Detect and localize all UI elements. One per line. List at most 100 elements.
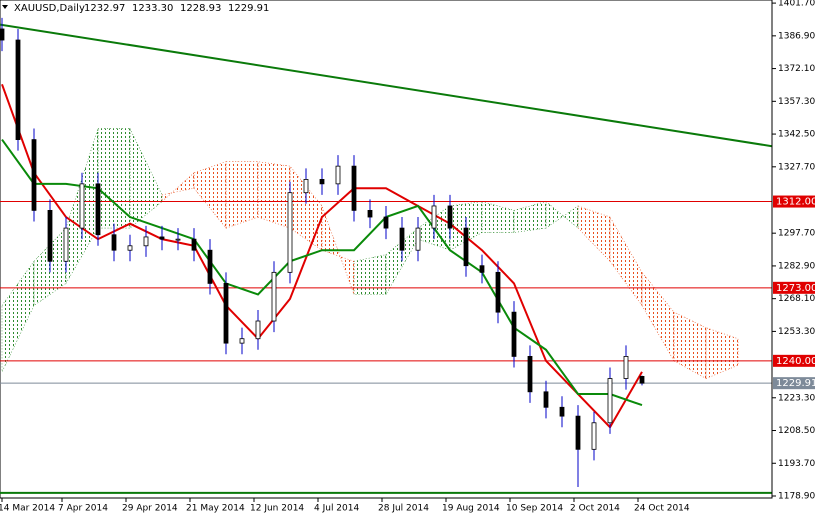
x-tick-label: 4 Jul 2014 <box>314 504 359 514</box>
x-tick-label: 12 Jun 2014 <box>250 504 304 514</box>
candle-body <box>639 375 645 384</box>
title-marker <box>2 5 8 9</box>
cloud-segment <box>289 165 323 251</box>
cloud-segment <box>1 260 35 373</box>
candle-body <box>495 271 501 313</box>
candle-body <box>175 238 181 241</box>
x-tick-label: 19 Aug 2014 <box>442 504 500 514</box>
header-value: 1232.97 <box>84 3 125 14</box>
candle-body <box>319 179 325 185</box>
x-tick-label: 28 Jul 2014 <box>378 504 429 514</box>
y-tick-label: 1401.70 <box>778 0 815 9</box>
candle-body <box>15 39 21 140</box>
candle-body <box>367 209 373 218</box>
level-label-box <box>773 281 815 294</box>
x-tick-label: 2 Oct 2014 <box>570 504 620 514</box>
candle-body <box>239 338 245 344</box>
candle-body <box>0 28 5 41</box>
candle-body <box>63 227 69 262</box>
candle-body <box>463 227 469 267</box>
level-label-box <box>773 354 815 367</box>
y-tick-label: 1268.10 <box>778 294 815 304</box>
candle-body <box>559 406 565 417</box>
candle-body <box>415 227 421 251</box>
candle-body <box>95 183 101 236</box>
candle-body <box>127 245 133 251</box>
candle-body <box>383 216 389 229</box>
candle-body <box>79 183 85 229</box>
x-tick-label: 7 Apr 2014 <box>58 504 108 514</box>
y-tick-label: 1193.70 <box>778 459 815 469</box>
candle-body <box>591 422 597 450</box>
candle-body <box>575 415 581 450</box>
level-label-box <box>773 377 815 390</box>
candle-body <box>479 265 485 273</box>
cloud-segment <box>129 128 163 229</box>
x-tick-label: 10 Sep 2014 <box>506 504 563 514</box>
candle-body <box>431 205 437 229</box>
y-tick-label: 1372.10 <box>778 64 815 74</box>
candle-body <box>207 249 213 284</box>
y-tick-label: 1253.30 <box>778 327 815 337</box>
y-tick-label: 1282.90 <box>778 261 815 271</box>
candle-body <box>607 378 613 424</box>
candle-body <box>47 209 53 262</box>
cloud-segment <box>513 201 547 233</box>
x-tick-label: 24 Oct 2014 <box>634 504 690 514</box>
candle-body <box>255 320 261 340</box>
y-tick-label: 1386.90 <box>778 31 815 41</box>
header-value: 1228.93 <box>180 3 221 14</box>
trendline <box>0 23 773 148</box>
cloud-segment <box>481 201 515 233</box>
cloud-segment <box>673 311 707 380</box>
cloud-segment <box>353 254 387 295</box>
candle-body <box>143 236 149 247</box>
cloud-segment <box>641 271 675 362</box>
header-value: 1233.30 <box>132 3 173 14</box>
header-value: 1229.91 <box>228 3 269 14</box>
candle-body <box>303 179 309 194</box>
cloud-segment <box>385 227 419 296</box>
y-tick-label: 1223.30 <box>778 393 815 403</box>
chart-title: XAUUSD,Daily <box>14 3 85 14</box>
y-tick-label: 1297.70 <box>778 229 815 239</box>
cloud-segment <box>609 215 643 307</box>
candle-body <box>351 165 357 211</box>
candle-body <box>191 238 197 251</box>
y-tick-label: 1342.50 <box>778 130 815 140</box>
candle-body <box>399 227 405 251</box>
cloud-segment <box>577 205 611 263</box>
level-label: 1240.00 <box>776 356 815 367</box>
level-label: 1229.91 <box>776 378 815 389</box>
candle-body <box>527 356 533 393</box>
level-label-box <box>773 195 815 208</box>
level-label: 1312.00 <box>776 197 815 208</box>
y-tick-label: 1208.50 <box>778 426 815 436</box>
candle-body <box>447 205 453 229</box>
cloud-segment <box>225 161 259 229</box>
indicator-line <box>1 83 643 429</box>
cloud-segment <box>161 172 195 203</box>
candle-body <box>111 234 117 251</box>
candle-body <box>159 236 165 240</box>
candle-body <box>511 311 517 357</box>
cloud-segment <box>193 161 227 229</box>
x-tick-label: 21 May 2014 <box>186 504 245 514</box>
candle-body <box>623 356 629 379</box>
candle-body <box>287 192 293 273</box>
candle-body <box>271 271 277 322</box>
y-tick-label: 1327.70 <box>778 162 815 172</box>
candle-body <box>223 283 229 344</box>
x-tick-label: 14 Mar 2014 <box>0 504 55 514</box>
y-tick-label: 1178.90 <box>778 492 815 502</box>
candle-body <box>543 391 549 408</box>
level-label: 1273.00 <box>776 283 815 294</box>
candle-body <box>31 139 37 211</box>
y-tick-label: 1357.30 <box>778 97 815 107</box>
cloud-segment <box>545 200 579 229</box>
cloud-segment <box>97 128 131 229</box>
x-tick-label: 29 Apr 2014 <box>122 504 178 514</box>
cloud-segment <box>705 327 739 379</box>
